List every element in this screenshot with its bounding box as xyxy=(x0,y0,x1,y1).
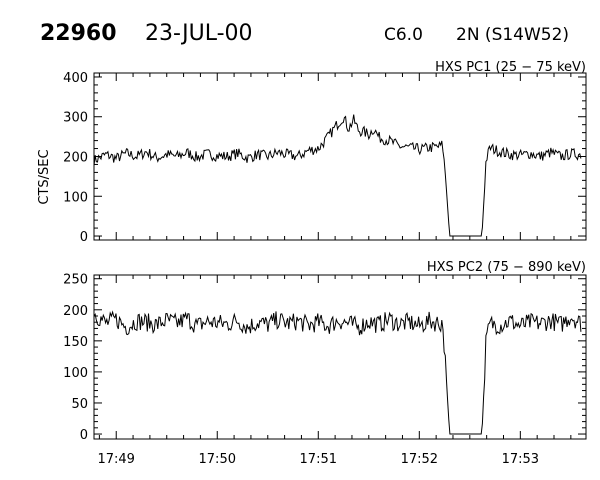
y-tick-label: 0 xyxy=(80,428,88,443)
y-tick-label: 100 xyxy=(63,366,88,381)
x-tick-label: 17:50 xyxy=(199,452,236,467)
event-id: 22960 xyxy=(40,21,117,46)
y-tick-label: 0 xyxy=(80,230,88,245)
pc1-y-axis-label: CTS/SEC xyxy=(37,149,52,204)
y-tick-label: 400 xyxy=(63,71,88,86)
series-line xyxy=(93,310,582,435)
x-tick-label: 17:52 xyxy=(401,452,438,467)
y-tick-label: 200 xyxy=(63,151,88,166)
y-tick-label: 50 xyxy=(71,397,88,412)
x-tick-label: 17:51 xyxy=(300,452,337,467)
pc1-panel: HXS PC1 (25 − 75 keV) CTS/SEC 0 100 200 300… xyxy=(37,60,587,245)
y-tick-label: 300 xyxy=(63,111,88,126)
event-date: 23-JUL-00 xyxy=(145,21,253,46)
pc2-title: HXS PC2 (75 − 890 keV) xyxy=(427,260,586,275)
y-tick-label: 100 xyxy=(63,190,88,205)
pc1-title: HXS PC1 (25 − 75 keV) xyxy=(435,60,586,75)
flare-location: 2N (S14W52) xyxy=(456,25,569,45)
series-line xyxy=(93,114,582,237)
y-tick-label: 250 xyxy=(63,273,88,288)
y-tick-label: 200 xyxy=(63,304,88,319)
x-tick-label: 17:53 xyxy=(502,452,539,467)
y-tick-label: 150 xyxy=(63,335,88,350)
goes-class: C6.0 xyxy=(384,25,423,45)
x-tick-label: 17:49 xyxy=(97,452,134,467)
pc2-panel: HXS PC2 (75 − 890 keV) 0 50 100 150 200 250 17… xyxy=(63,260,587,467)
pc2-plot-frame xyxy=(93,274,587,440)
